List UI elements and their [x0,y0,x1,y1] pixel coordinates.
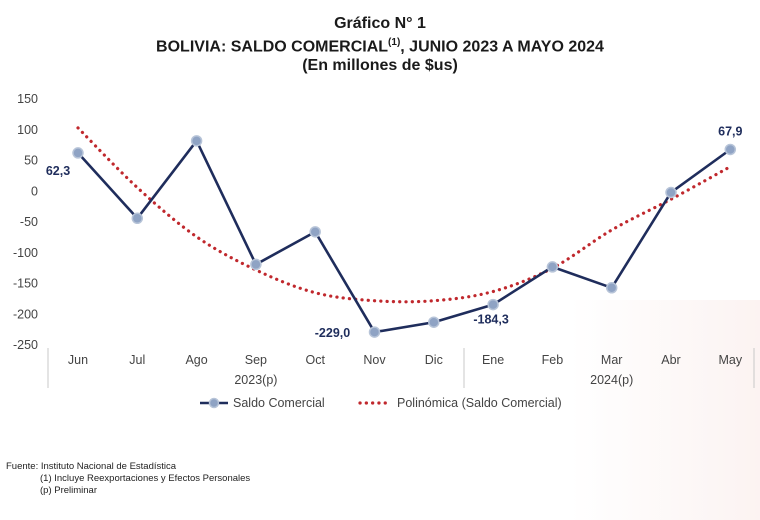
footnotes: Fuente: Instituto Nacional de Estadístic… [6,461,250,497]
data-label: -184,3 [473,313,508,327]
data-point [72,147,84,159]
x-tick-label: Mar [601,353,623,367]
data-point [665,186,677,199]
trend-series [76,126,732,304]
y-tick-label: -100 [13,246,38,260]
data-point [250,258,262,271]
chart-subtitle: (En millones de $us) [302,57,458,75]
year-group-label: 2024(p) [590,373,633,387]
series-line [77,139,732,334]
x-tick-label: Nov [363,353,386,367]
year-group-label: 2023(p) [234,373,277,387]
x-tick-label: Ago [185,353,207,367]
data-label: 62,3 [46,164,70,178]
main-series [72,135,737,338]
chart-title-tail: , JUNIO 2023 A MAYO 2024 [400,38,604,56]
y-tick-label: 0 [31,184,38,198]
y-tick-label: 100 [17,123,38,137]
y-tick-label: -150 [13,277,38,291]
legend-marker-main [208,397,220,409]
legend-label-main: Saldo Comercial [233,396,325,410]
chart-title-main: BOLIVIA: SALDO COMERCIAL [156,38,389,56]
data-labels: 62,3 -229,0 -184,3 67,9 [46,124,743,340]
data-point [605,282,618,294]
data-point [724,143,737,156]
y-tick-label: -250 [13,338,38,352]
x-axis: Jun Jul Ago Sep Oct Nov Dic Ene Feb Mar Abr May 2023… [47,348,755,388]
data-point [428,316,440,328]
data-point [309,226,321,238]
x-tick-label: Feb [542,353,564,367]
y-axis: 150 100 50 0 -50 -100 -150 -200 -250 [13,92,38,352]
chart-title: Gráfico N° 1 BOLIVIA: SALDO COMERCIAL(1)… [0,14,760,75]
x-tick-label: Abr [661,353,680,367]
background-shade [570,300,760,520]
y-tick-label: -50 [20,215,38,229]
x-tick-label: May [718,353,742,367]
y-tick-label: 50 [24,154,38,168]
data-point [487,298,499,311]
data-point [190,135,203,147]
legend-label-trend: Polinómica (Saldo Comercial) [397,396,562,410]
x-tick-label: Jul [129,353,145,367]
x-tick-label: Oct [305,353,325,367]
x-tick-label: Sep [245,353,267,367]
data-point [546,261,559,273]
legend: Saldo Comercial Polinómica (Saldo Comerci… [200,396,562,410]
chart-title-line2: BOLIVIA: SALDO COMERCIAL(1), JUNIO 2023 … [0,33,760,56]
source-note: Fuente: Instituto Nacional de Estadístic… [6,461,177,472]
trend-line [76,126,732,304]
data-point [131,212,144,225]
data-label: 67,9 [718,124,742,138]
data-point [368,326,381,338]
data-label: -229,0 [315,326,350,340]
y-tick-label: -200 [13,307,38,321]
x-tick-label: Jun [68,353,88,367]
footnote-1: (1) Incluye Reexportaciones y Efectos Pe… [40,473,251,484]
chart-title-line1: Gráfico N° 1 [334,15,426,32]
y-tick-label: 150 [17,92,38,106]
x-tick-label: Dic [425,353,443,367]
footnote-p: (p) Preliminar [40,485,98,496]
x-tick-label: Ene [482,353,504,367]
chart-title-sup: (1) [388,37,401,48]
